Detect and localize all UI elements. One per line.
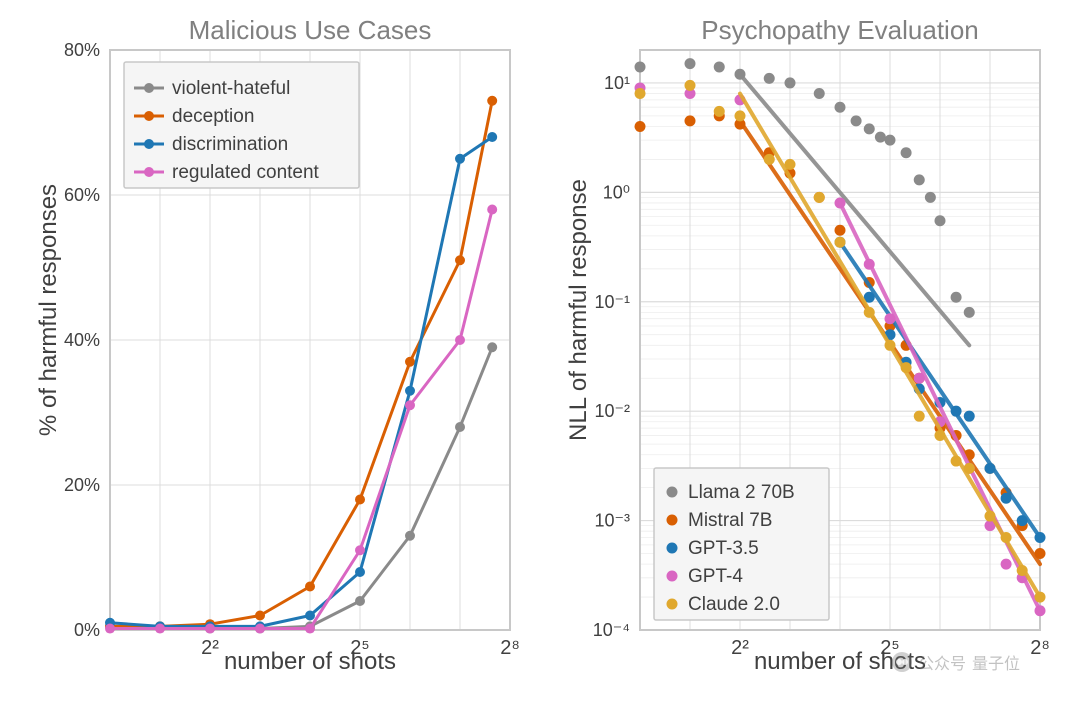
svg-text:10⁻⁴: 10⁻⁴: [593, 620, 630, 640]
svg-text:10¹: 10¹: [604, 73, 630, 93]
svg-text:2²: 2²: [731, 637, 749, 659]
right-chart-panel: 10⁻⁴10⁻³10⁻²10⁻¹10⁰10¹2²2⁵2⁸Llama 2 70BM…: [640, 50, 1040, 630]
left-chart-svg: 0%20%40%60%80%2²2⁵2⁸violent-hatefuldecep…: [110, 50, 510, 630]
watermark-text-2: 量子位: [972, 650, 1020, 674]
watermark-icon: [892, 652, 912, 672]
svg-text:discrimination: discrimination: [172, 134, 288, 155]
svg-text:10⁰: 10⁰: [603, 182, 630, 202]
svg-text:40%: 40%: [64, 330, 100, 350]
svg-text:10⁻³: 10⁻³: [594, 511, 630, 531]
svg-text:violent-hateful: violent-hateful: [172, 78, 290, 99]
svg-text:0%: 0%: [74, 620, 100, 640]
right-chart-title: Psychopathy Evaluation: [640, 15, 1040, 46]
svg-text:10⁻¹: 10⁻¹: [594, 292, 630, 312]
svg-text:GPT-4: GPT-4: [688, 566, 743, 587]
figure: Malicious Use Cases Psychopathy Evaluati…: [0, 0, 1080, 702]
left-chart-panel: 0%20%40%60%80%2²2⁵2⁸violent-hatefuldecep…: [110, 50, 510, 630]
svg-text:regulated content: regulated content: [172, 162, 320, 183]
svg-text:2²: 2²: [201, 637, 219, 659]
svg-text:80%: 80%: [64, 40, 100, 60]
watermark-text-1: 公众号: [918, 650, 966, 674]
svg-text:20%: 20%: [64, 475, 100, 495]
svg-text:2⁵: 2⁵: [350, 637, 369, 659]
right-ylabel: NLL of harmful response: [565, 150, 593, 470]
left-xlabel: number of shots: [110, 648, 510, 676]
left-ylabel: % of harmful responses: [35, 150, 63, 470]
svg-text:GPT-3.5: GPT-3.5: [688, 538, 759, 559]
svg-text:Claude 2.0: Claude 2.0: [688, 594, 780, 615]
svg-text:10⁻²: 10⁻²: [594, 401, 630, 421]
svg-text:deception: deception: [172, 106, 254, 127]
watermark: 公众号 量子位: [892, 650, 1020, 674]
left-chart-title: Malicious Use Cases: [110, 15, 510, 46]
svg-text:2⁸: 2⁸: [500, 637, 520, 659]
svg-text:Llama 2 70B: Llama 2 70B: [688, 482, 795, 503]
svg-text:60%: 60%: [64, 185, 100, 205]
right-chart-svg: 10⁻⁴10⁻³10⁻²10⁻¹10⁰10¹2²2⁵2⁸Llama 2 70BM…: [640, 50, 1040, 630]
svg-text:2⁸: 2⁸: [1030, 637, 1050, 659]
svg-text:Mistral 7B: Mistral 7B: [688, 510, 772, 531]
